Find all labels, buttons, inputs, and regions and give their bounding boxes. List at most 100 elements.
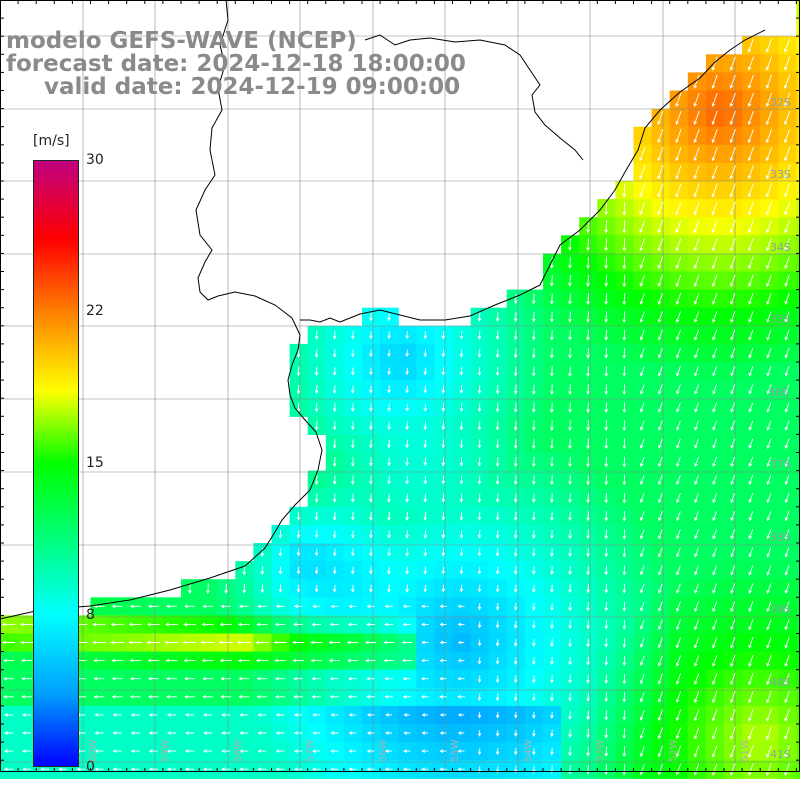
wind-arrow — [513, 420, 518, 431]
wind-arrow — [2, 640, 15, 645]
wind-arrow — [110, 640, 124, 645]
wind-arrow — [784, 763, 790, 776]
wind-arrow — [622, 474, 627, 486]
wind-arrow — [730, 384, 736, 395]
wind-arrow — [622, 565, 627, 576]
speed-cell — [705, 325, 725, 345]
wind-arrow — [784, 726, 790, 740]
wind-arrow — [457, 713, 465, 717]
wind-arrow — [729, 147, 736, 162]
wind-arrow — [477, 457, 482, 467]
wind-arrow — [423, 566, 428, 575]
wind-arrow — [622, 256, 627, 270]
wind-arrow — [784, 201, 791, 216]
wind-arrow — [403, 713, 410, 717]
wind-arrow — [676, 456, 681, 467]
wind-arrow — [568, 438, 572, 450]
wind-arrow — [76, 767, 86, 771]
wind-vectors — [1, 38, 791, 776]
wind-arrow — [586, 638, 590, 648]
wind-arrow — [366, 604, 375, 609]
wind-arrow — [766, 708, 772, 722]
wind-arrow — [477, 584, 482, 593]
wind-arrow — [693, 691, 700, 704]
wind-arrow — [346, 640, 359, 645]
wind-arrow — [332, 439, 337, 449]
speed-cell — [778, 343, 797, 363]
wind-arrow — [332, 566, 337, 575]
speed-cell — [778, 235, 797, 254]
wind-arrow — [439, 676, 447, 681]
wind-arrow — [604, 219, 608, 234]
wind-arrow — [550, 729, 554, 738]
wind-arrow — [550, 620, 554, 630]
wind-arrow — [531, 402, 536, 413]
speed-cell — [796, 416, 800, 435]
wind-arrow — [293, 622, 304, 627]
wind-arrow — [676, 384, 681, 395]
wind-arrow — [94, 731, 104, 735]
wind-arrow — [657, 709, 663, 721]
speed-cell — [705, 651, 725, 671]
wind-arrow — [369, 439, 373, 449]
wind-arrow — [604, 456, 608, 468]
wind-arrow — [748, 619, 754, 631]
wind-arrow — [166, 676, 177, 681]
wind-arrow — [784, 438, 790, 449]
wind-arrow — [550, 692, 554, 702]
wind-arrow — [495, 584, 500, 593]
wind-arrow — [711, 238, 718, 252]
wind-arrow — [221, 767, 231, 771]
wind-arrow — [568, 384, 572, 395]
wind-arrow — [693, 709, 700, 722]
wind-arrow — [694, 384, 699, 395]
wind-arrow — [332, 475, 337, 485]
wind-arrow — [147, 695, 159, 699]
wind-arrow — [568, 565, 572, 576]
wind-arrow — [730, 366, 736, 377]
wind-arrow — [369, 403, 373, 412]
wind-arrow — [784, 74, 791, 89]
colorbar-tick-15: 15 — [86, 455, 104, 471]
speed-cell — [705, 615, 725, 635]
wind-arrow — [748, 601, 754, 613]
wind-arrow — [405, 475, 409, 485]
wind-arrow — [513, 493, 518, 503]
wind-arrow — [694, 637, 700, 649]
wind-arrow — [495, 475, 500, 485]
wind-arrow — [148, 731, 158, 735]
wind-arrow — [296, 348, 301, 359]
wind-arrow — [568, 420, 572, 432]
wind-arrow — [513, 384, 518, 395]
wind-arrow — [385, 713, 393, 717]
wind-arrow — [784, 565, 790, 576]
wind-arrow — [402, 622, 411, 627]
wind-arrow — [622, 547, 627, 558]
wind-arrow — [657, 183, 664, 198]
wind-arrow — [748, 726, 754, 740]
wind-arrow — [531, 620, 536, 629]
wind-arrow — [439, 622, 447, 627]
wind-arrow — [766, 274, 772, 287]
speed-cell — [796, 72, 800, 92]
wind-arrow — [405, 331, 409, 340]
wind-arrow — [711, 256, 718, 270]
lon-label: 51W — [740, 739, 751, 762]
wind-arrow — [712, 474, 718, 486]
wind-arrow — [130, 731, 140, 735]
speed-cell — [742, 615, 761, 635]
wind-arrow — [477, 639, 482, 647]
wind-arrow — [148, 767, 158, 771]
wind-arrow — [568, 366, 572, 377]
speed-cell — [760, 271, 779, 291]
speed-cell — [651, 561, 671, 580]
wind-arrow — [550, 456, 554, 468]
wind-arrow — [441, 493, 446, 503]
wind-arrow — [477, 730, 482, 737]
wind-arrow — [729, 763, 736, 776]
speed-cell — [796, 669, 800, 689]
speed-cell — [796, 362, 800, 381]
wind-arrow — [348, 731, 357, 735]
wind-arrow — [94, 749, 104, 753]
wind-arrow — [766, 219, 772, 234]
